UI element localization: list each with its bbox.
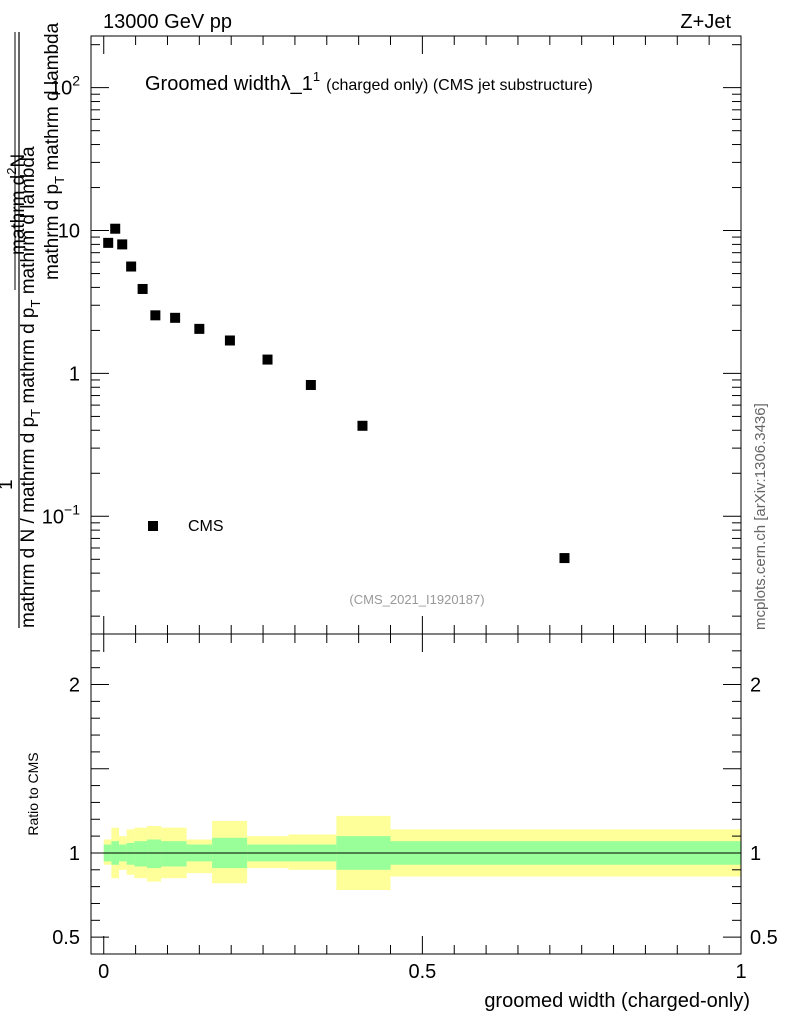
ratio-y-tick-label: 1	[69, 843, 80, 865]
main-y-tick-label: 10	[58, 221, 80, 243]
title-detail: (charged only) (CMS jet substructure)	[326, 77, 593, 94]
data-point	[103, 237, 114, 248]
ratio-band-inner	[161, 841, 187, 867]
data-point	[194, 323, 205, 334]
data-point	[110, 223, 121, 234]
legend-label-cms: CMS	[188, 518, 224, 535]
ratio-y-axis-label-group: Ratio to CMS	[25, 752, 41, 835]
main-y-axis-label: 1 mathrm d N / mathrm d pT mathrm d pT m…	[0, 32, 43, 628]
ratio-band-inner	[134, 841, 148, 867]
main-y-axis-label-mid: mathrm d pT mathrm d lambda	[42, 22, 67, 280]
title-symbol: λ_1	[281, 73, 313, 95]
main-axis-ticks	[91, 36, 742, 634]
ratio-axis-ticks	[91, 633, 742, 955]
ratio-band-inner	[126, 842, 135, 865]
process-label: Z+Jet	[680, 11, 731, 33]
plot-title: Groomed widthλ_11 (charged only) (CMS jet…	[145, 69, 593, 95]
data-point	[224, 335, 235, 346]
analysis-watermark: (CMS_2021_I1920187)	[349, 592, 484, 607]
title-superscript: 1	[313, 69, 320, 84]
main-y-tick-labels: 102 10 1 10−1	[42, 73, 80, 529]
x-tick-label: 0.5	[408, 961, 436, 983]
main-plot-frame	[90, 35, 742, 635]
ratio-y-tick-label-right: 1	[750, 843, 761, 865]
x-tick-label: 1	[735, 961, 746, 983]
data-point	[117, 239, 128, 250]
mcplots-credit: mcplots.cern.ch [arXiv:1306.3436]	[752, 403, 769, 630]
ylabel-lead-one: 1	[0, 479, 17, 490]
data-point	[305, 379, 316, 390]
data-point	[262, 354, 273, 365]
data-point	[170, 312, 181, 323]
ratio-y-axis-label: Ratio to CMS	[25, 752, 41, 835]
ratio-y-tick-label: 0.5	[52, 927, 80, 949]
ratio-plot-frame	[90, 633, 742, 955]
ratio-y-tick-label-right: 2	[750, 675, 761, 697]
data-point	[150, 310, 161, 321]
ratio-y-tick-labels: 2 2 1 1 0.5 0.5	[52, 675, 778, 950]
ratio-band-inner	[147, 839, 162, 869]
x-axis-label: groomed width (charged-only)	[484, 990, 750, 1012]
ratio-y-tick-label: 2	[69, 675, 80, 697]
energy-label: 13000 GeV pp	[103, 11, 232, 33]
data-point	[137, 283, 148, 294]
ratio-y-tick-label-right: 0.5	[750, 927, 778, 949]
data-point	[559, 553, 570, 564]
main-y-tick-label: 102	[50, 73, 80, 100]
ratio-x-tick-labels: 0 0.5 1	[98, 961, 746, 983]
legend-marker-cms	[148, 521, 158, 531]
main-y-axis-label-top: mathrm d2N	[4, 154, 29, 255]
data-points	[103, 223, 570, 564]
ylabel-denominator: mathrm d N / mathrm d pT mathrm d pT mat…	[18, 146, 43, 628]
data-point	[357, 420, 368, 431]
data-point	[126, 261, 137, 272]
ylabel-numerator: mathrm d2N	[4, 154, 29, 255]
main-y-tick-label: 1	[69, 363, 80, 385]
x-tick-label: 0	[98, 961, 109, 983]
title-main: Groomed width	[145, 73, 281, 95]
side-credit: mcplots.cern.ch [arXiv:1306.3436]	[752, 403, 769, 630]
main-y-tick-label: 10−1	[42, 501, 80, 528]
ylabel-inner-denominator: mathrm d pT mathrm d lambda	[42, 22, 67, 280]
